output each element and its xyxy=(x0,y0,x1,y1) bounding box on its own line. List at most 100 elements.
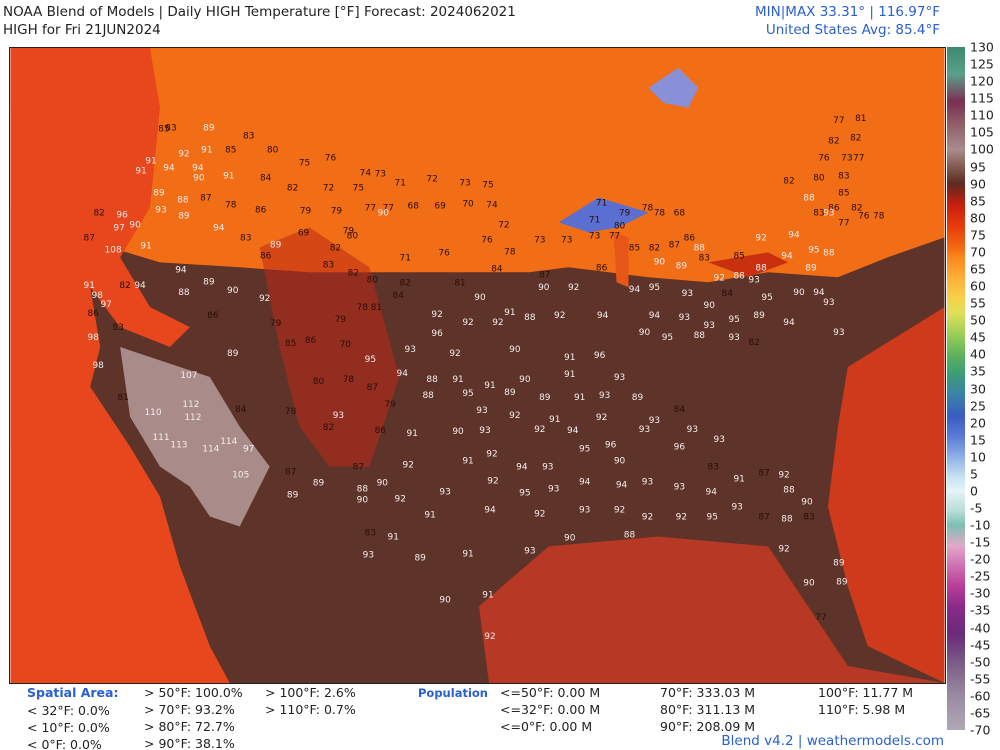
station-value: 92 xyxy=(509,411,520,421)
station-value: 82 xyxy=(649,243,660,253)
color-bar-label: 125 xyxy=(970,56,994,72)
station-value: 86 xyxy=(207,311,219,321)
station-value: 69 xyxy=(434,201,446,211)
station-value: 71 xyxy=(596,199,607,209)
station-value: 81 xyxy=(371,303,382,313)
station-value: 93 xyxy=(649,416,660,426)
station-value: 72 xyxy=(426,175,437,185)
color-bar-label: 45 xyxy=(970,329,986,345)
station-value: 97 xyxy=(100,300,111,310)
station-value: 91 xyxy=(140,241,151,251)
station-value: 96 xyxy=(116,210,128,220)
station-value: 91 xyxy=(223,172,234,182)
color-bar-label: -50 xyxy=(970,654,991,670)
station-value: 94 xyxy=(134,281,146,291)
station-value: 93 xyxy=(614,373,625,383)
station-value: 93 xyxy=(363,550,374,560)
footer-stat: > 110°F: 0.7% xyxy=(265,702,356,717)
station-value: 82 xyxy=(828,137,839,147)
station-value: 78 xyxy=(642,203,654,213)
station-value: 114 xyxy=(202,445,219,455)
station-value: 91 xyxy=(388,532,399,542)
station-value: 90 xyxy=(378,208,390,218)
station-value: 88 xyxy=(694,243,706,253)
station-value: 93 xyxy=(599,391,610,401)
station-value: 90 xyxy=(474,293,486,303)
color-bar-label: 30 xyxy=(970,381,986,396)
color-bar-label: 75 xyxy=(970,227,986,243)
station-value: 94 xyxy=(516,463,528,473)
station-value: 91 xyxy=(733,475,744,485)
station-value: 94 xyxy=(649,311,661,321)
station-value: 71 xyxy=(395,179,406,189)
station-value: 73 xyxy=(841,154,852,164)
station-value: 95 xyxy=(808,245,819,255)
station-value: 92 xyxy=(778,544,789,554)
population-title: Population xyxy=(418,686,488,700)
station-value: 92 xyxy=(487,477,498,487)
station-value: 88 xyxy=(755,263,767,273)
station-value: 80 xyxy=(614,221,626,231)
color-bar-label: 55 xyxy=(970,295,986,311)
station-value: 95 xyxy=(579,445,590,455)
station-value: 94 xyxy=(213,223,225,233)
station-value: 89 xyxy=(632,393,644,403)
color-bar-label: -35 xyxy=(970,602,991,618)
station-value: 94 xyxy=(706,488,718,498)
station-value: 83 xyxy=(365,528,376,538)
station-value: 86 xyxy=(596,263,608,273)
station-value: 91 xyxy=(482,590,493,600)
station-value: 68 xyxy=(674,208,686,218)
min-max: MIN|MAX 33.31° | 116.97°F xyxy=(755,4,940,20)
color-bar-label: 10 xyxy=(970,449,986,465)
station-value: 80 xyxy=(367,275,379,285)
station-value: 89 xyxy=(836,577,848,587)
station-value: 94 xyxy=(579,478,591,488)
station-value: 93 xyxy=(439,488,450,498)
color-bar-label: 80 xyxy=(970,210,986,226)
station-value: 79 xyxy=(335,315,347,325)
station-value: 88 xyxy=(803,194,815,204)
station-value: 96 xyxy=(605,441,617,451)
color-bar-label: 130 xyxy=(970,39,994,55)
station-value: 84 xyxy=(491,264,503,274)
station-value: 89 xyxy=(313,479,325,489)
station-value: 94 xyxy=(175,265,187,275)
station-value: 113 xyxy=(170,441,187,451)
station-value: 84 xyxy=(260,174,272,184)
station-value: 93 xyxy=(682,289,693,299)
station-value: 79 xyxy=(270,319,282,329)
station-value: 97 xyxy=(243,445,254,455)
footer-stat: > 100°F: 2.6% xyxy=(265,685,356,700)
station-value: 93 xyxy=(731,503,742,513)
footer-stat: > 90°F: 38.1% xyxy=(144,736,235,750)
color-bar-label: 70 xyxy=(970,244,986,260)
station-value: 88 xyxy=(781,515,793,525)
station-value: 75 xyxy=(482,181,493,191)
station-value: 76 xyxy=(481,235,493,245)
station-value: 86 xyxy=(684,233,696,243)
station-value: 82 xyxy=(119,281,130,291)
station-value: 82 xyxy=(287,184,298,194)
station-value: 86 xyxy=(375,426,387,436)
station-value: 91 xyxy=(201,146,212,156)
station-value: 88 xyxy=(422,391,434,401)
station-value: 93 xyxy=(687,425,698,435)
station-value: 77 xyxy=(853,154,864,164)
subtitle: HIGH for Fri 21JUN2024 xyxy=(3,22,161,38)
station-value: 87 xyxy=(539,270,550,280)
station-value: 91 xyxy=(406,429,417,439)
station-value: 88 xyxy=(694,331,706,341)
station-value: 89 xyxy=(287,491,299,501)
color-bar-label: -45 xyxy=(970,637,991,653)
station-value: 92 xyxy=(484,632,495,642)
footer-stat: < 0°F: 0.0% xyxy=(27,737,102,750)
station-value: 88 xyxy=(823,248,835,258)
spatial-title: Spatial Area: xyxy=(27,685,119,700)
color-bar xyxy=(947,47,965,730)
station-value: 71 xyxy=(589,215,600,225)
footer-stat: <=50°F: 0.00 M xyxy=(500,685,601,700)
color-bar-label: 120 xyxy=(970,73,994,89)
station-value: 81 xyxy=(855,114,866,124)
